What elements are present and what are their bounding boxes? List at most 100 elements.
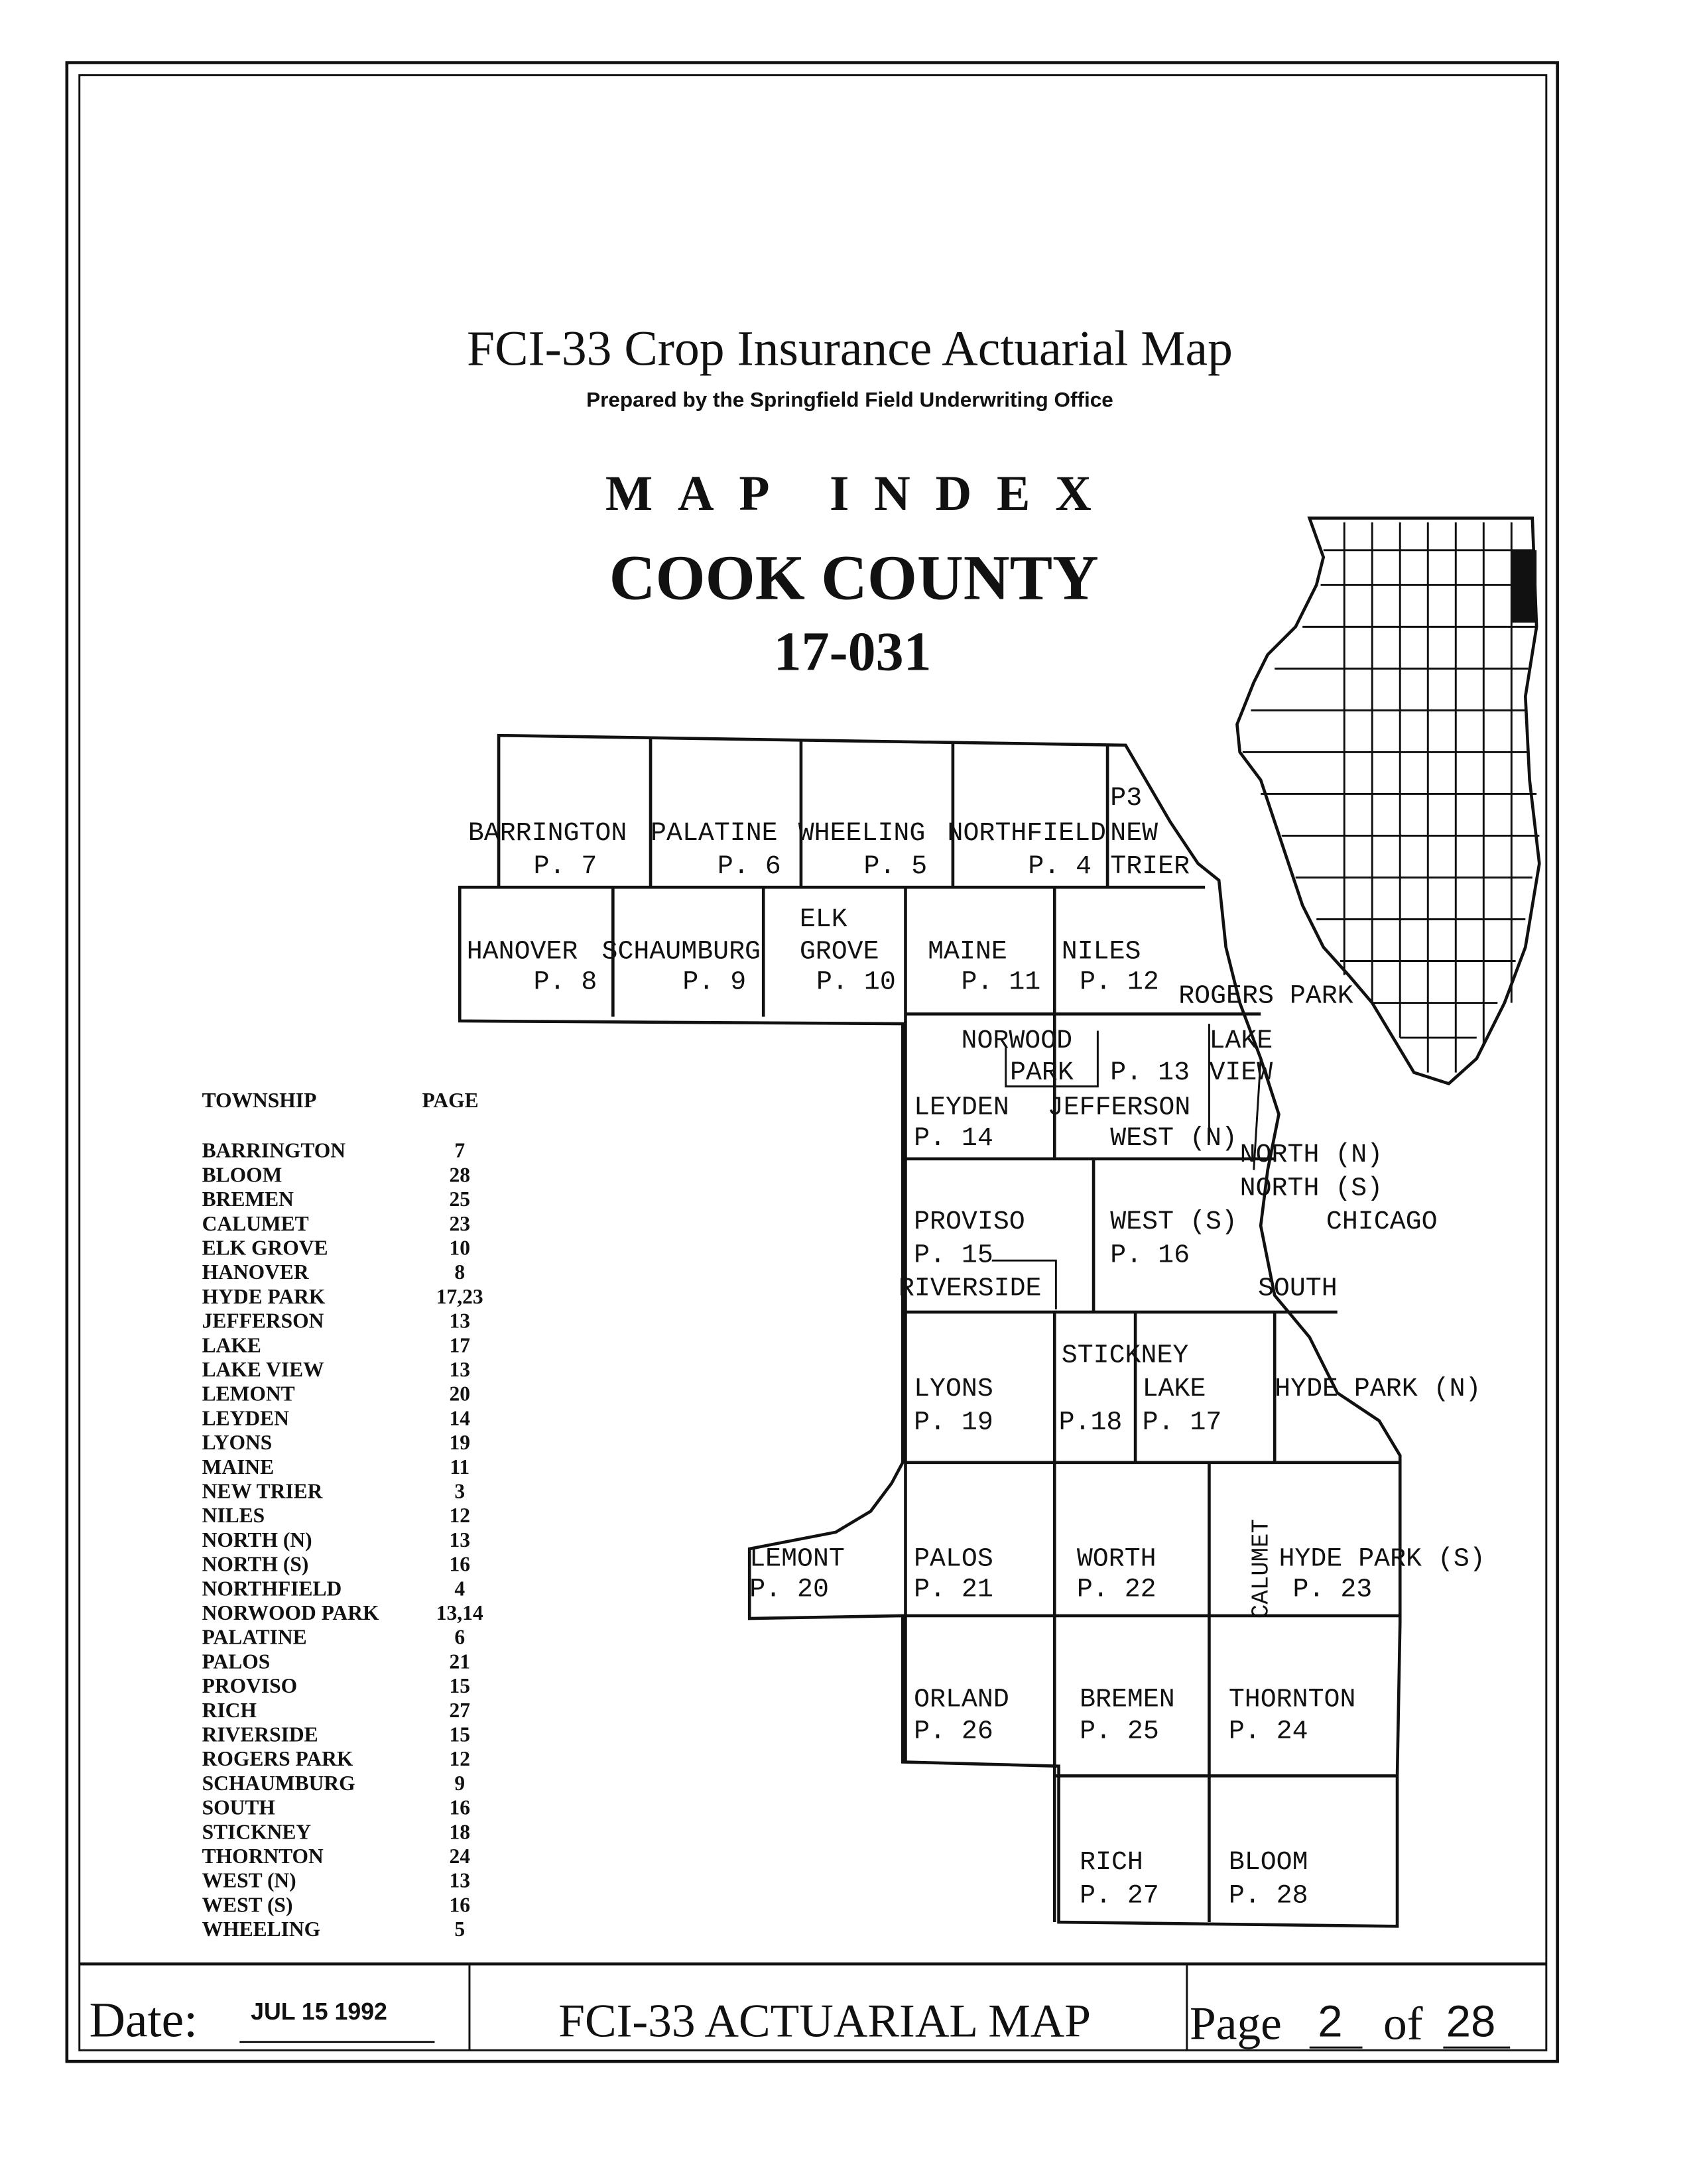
index-row-page: 13 (449, 1869, 470, 1892)
label-west-s: WEST (S) (1110, 1207, 1237, 1237)
index-row-township: BREMEN (202, 1187, 294, 1211)
label-p24: P. 24 (1229, 1717, 1308, 1746)
map-index-heading: MAP INDEX (605, 466, 1117, 521)
index-row-page: 17,23 (436, 1285, 483, 1308)
label-elk: ELK (800, 904, 847, 934)
label-riverside: RIVERSIDE (899, 1274, 1042, 1304)
document-title: FCI-33 Crop Insurance Actuarial Map (467, 321, 1233, 376)
label-lake-2: LAKE (1143, 1374, 1206, 1404)
label-p16: P. 16 (1110, 1240, 1190, 1270)
label-orland: ORLAND (914, 1684, 1009, 1714)
label-maine: MAINE (928, 936, 1007, 966)
index-row-township: PALOS (202, 1650, 271, 1673)
index-row-page: 25 (449, 1187, 470, 1211)
index-row-page: 13,14 (436, 1601, 483, 1624)
index-row-township: NILES (202, 1504, 265, 1527)
index-row-township: LAKE VIEW (202, 1358, 325, 1381)
label-calumet: CALUMET (1248, 1519, 1275, 1618)
index-row-page: 4 (454, 1577, 465, 1600)
index-row-page: 16 (449, 1893, 470, 1916)
label-p7: P. 7 (534, 851, 597, 881)
label-leyden: LEYDEN (914, 1093, 1009, 1122)
footer: Date: JUL 15 1992 FCI-33 ACTUARIAL MAP P… (79, 1962, 1546, 2051)
label-north-s: NORTH (S) (1240, 1173, 1383, 1203)
label-hyde-park-s: HYDE PARK (S) (1279, 1544, 1485, 1573)
label-chicago: CHICAGO (1326, 1207, 1438, 1237)
index-row-township: THORNTON (202, 1845, 324, 1868)
label-p25: P. 25 (1080, 1717, 1159, 1746)
index-row-page: 6 (454, 1626, 465, 1649)
index-row-page: 13 (449, 1528, 470, 1551)
col-header-page: PAGE (422, 1089, 479, 1112)
index-row-page: 27 (449, 1699, 470, 1722)
index-row-township: PROVISO (202, 1674, 298, 1697)
label-p15: P. 15 (914, 1240, 993, 1270)
label-south: SOUTH (1258, 1274, 1338, 1304)
index-row-page: 8 (454, 1260, 465, 1284)
index-row-township: RICH (202, 1699, 257, 1722)
date-label: Date: (89, 1992, 198, 2047)
label-hyde-park-n: HYDE PARK (N) (1275, 1374, 1481, 1404)
page-label: Page (1190, 1998, 1282, 2050)
illinois-locator-map (1235, 516, 1541, 1086)
footer-title: FCI-33 ACTUARIAL MAP (558, 1994, 1091, 2047)
index-row-page: 21 (449, 1650, 470, 1673)
county-name: COOK COUNTY (609, 542, 1099, 613)
index-row-page: 17 (449, 1333, 470, 1357)
index-row-township: MAINE (202, 1455, 274, 1479)
index-row-page: 3 (454, 1480, 465, 1503)
index-row-page: 11 (450, 1455, 469, 1479)
index-row-page: 19 (449, 1431, 470, 1454)
label-p4: P. 4 (1028, 851, 1092, 881)
cook-county-highlight (1511, 550, 1537, 623)
label-proviso: PROVISO (914, 1207, 1025, 1237)
label-p12: P. 12 (1080, 967, 1159, 997)
index-row-township: PALATINE (202, 1626, 307, 1649)
index-row-township: WEST (N) (202, 1869, 296, 1892)
inner-frame (78, 74, 1548, 2051)
label-grove: GROVE (800, 936, 879, 966)
index-row-township: JEFFERSON (202, 1309, 324, 1333)
index-row-township: ELK GROVE (202, 1237, 328, 1260)
page-current: 2 (1318, 1996, 1342, 2046)
index-row-township: WHEELING (202, 1917, 321, 1941)
index-row-page: 5 (454, 1917, 465, 1941)
index-row-township: SOUTH (202, 1796, 275, 1819)
index-row-township: LEYDEN (202, 1406, 290, 1429)
label-jefferson: JEFFERSON (1048, 1093, 1191, 1122)
index-row-township: LYONS (202, 1431, 273, 1454)
label-lemont: LEMONT (749, 1544, 845, 1573)
label-wheeling: WHEELING (798, 818, 926, 848)
label-p23: P. 23 (1292, 1574, 1372, 1604)
label-p20: P. 20 (749, 1574, 829, 1604)
cook-county-map (458, 733, 1402, 1928)
index-row-township: ROGERS PARK (202, 1747, 353, 1770)
index-row-township: LAKE (202, 1333, 261, 1357)
label-park: PARK (1010, 1058, 1074, 1087)
label-norwood: NORWOOD (962, 1026, 1073, 1056)
index-row-page: 13 (449, 1358, 470, 1381)
index-row-page: 12 (449, 1504, 470, 1527)
index-row-page: 14 (449, 1406, 470, 1429)
label-trier: TRIER (1110, 851, 1190, 881)
label-bremen: BREMEN (1080, 1684, 1175, 1714)
township-index-table: TOWNSHIP PAGE BARRINGTON 7 BLOOM 28 BREMEN 25… (202, 1089, 483, 1941)
label-hanover: HANOVER (467, 936, 578, 966)
col-header-township: TOWNSHIP (202, 1089, 317, 1112)
label-rich: RICH (1080, 1847, 1143, 1877)
index-row-page: 16 (449, 1553, 470, 1576)
index-row-township: SCHAUMBURG (202, 1772, 355, 1795)
label-northfield: NORTHFIELD (948, 818, 1106, 848)
label-north-n: NORTH (N) (1240, 1140, 1383, 1170)
label-p13: P. 13 (1110, 1058, 1190, 1087)
label-view: VIEW (1209, 1058, 1273, 1087)
index-row-township: HANOVER (202, 1260, 310, 1284)
label-new: NEW (1110, 818, 1158, 848)
index-row-township: HYDE PARK (202, 1285, 326, 1308)
label-worth: WORTH (1077, 1544, 1156, 1573)
label-p10: P. 10 (816, 967, 896, 997)
date-value: JUL 15 1992 (251, 1998, 387, 2025)
index-row-page: 23 (449, 1212, 470, 1235)
index-row-township: WEST (S) (202, 1893, 293, 1916)
map-labels: BARRINGTON P. 7 PALATINE P. 6 WHEELING P… (467, 783, 1485, 1910)
